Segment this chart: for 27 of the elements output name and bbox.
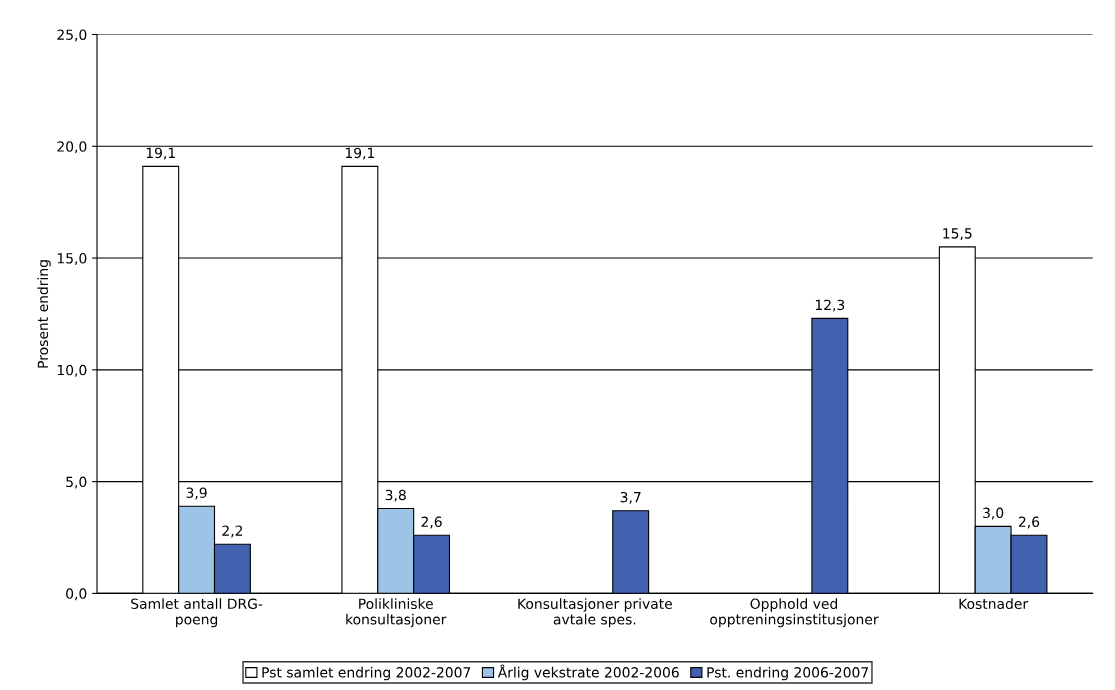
y-tick-label: 5,0	[66, 476, 87, 489]
data-label: 3,9	[186, 487, 207, 500]
data-label: 3,0	[983, 507, 1004, 520]
y-axis-title: Prosent endring	[37, 260, 51, 368]
bar	[612, 510, 650, 594]
x-tick-label: Konsultasjoner private avtale spes.	[518, 598, 672, 628]
data-label: 2,6	[1018, 516, 1040, 529]
data-label: 3,7	[620, 491, 641, 504]
x-tick-label: Kostnader	[959, 598, 1029, 610]
y-tick-label: 10,0	[57, 364, 87, 377]
data-label: 12,3	[815, 299, 845, 312]
data-label: 2,2	[222, 525, 243, 538]
legend-label: Pst samlet endring 2002-2007	[262, 666, 471, 681]
data-label: 15,5	[943, 228, 972, 241]
x-tick-label: Samlet antall DRG- poeng	[131, 598, 263, 628]
y-tick-label: 20,0	[57, 141, 87, 154]
data-label: 3,8	[385, 489, 406, 502]
data-label: 19,1	[146, 147, 175, 160]
data-label: 2,6	[421, 516, 442, 529]
y-tick-label: 0,0	[66, 588, 87, 601]
y-tick-label: 25,0	[57, 29, 87, 42]
legend-label: Pst. endring 2006-2007	[707, 666, 869, 681]
data-label: 19,1	[345, 147, 375, 160]
y-tick-label: 15,0	[57, 253, 87, 265]
x-tick-label: Opphold ved opptreningsinstitusjoner	[710, 598, 879, 628]
legend-label: Årlig vekstrate 2002-2006	[497, 664, 679, 681]
x-tick-label: Polikliniske konsultasjoner	[346, 598, 447, 628]
